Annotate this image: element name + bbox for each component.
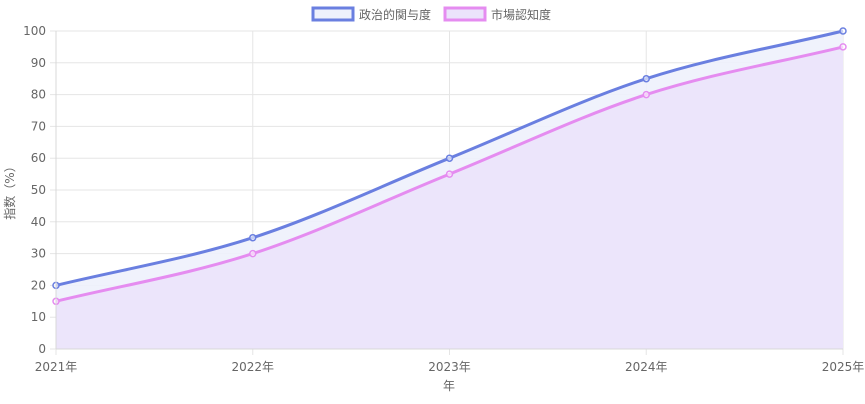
- legend-label: 政治的関与度: [359, 7, 431, 22]
- y-tick-label: 60: [31, 151, 46, 165]
- data-point[interactable]: [839, 27, 847, 35]
- y-tick-label: 10: [31, 310, 46, 324]
- x-tick-label: 2021年: [35, 360, 78, 374]
- y-tick-label: 70: [31, 119, 46, 133]
- data-point[interactable]: [642, 74, 650, 83]
- y-tick-label: 80: [31, 88, 46, 102]
- data-point[interactable]: [839, 43, 847, 51]
- x-axis-label: 年: [443, 379, 455, 393]
- legend-item-series-1[interactable]: 市場認知度: [443, 6, 551, 22]
- legend-label: 市場認知度: [491, 7, 551, 22]
- data-points: [52, 27, 847, 306]
- data-point[interactable]: [445, 170, 454, 178]
- y-tick-label: 30: [31, 247, 46, 261]
- y-tick-label: 100: [23, 24, 46, 38]
- x-tick-label: 2024年: [625, 360, 668, 374]
- data-point[interactable]: [249, 249, 257, 258]
- y-tick-label: 40: [31, 215, 46, 229]
- y-tick-label: 20: [31, 278, 46, 292]
- data-point[interactable]: [445, 154, 454, 162]
- axes: 0 10 20 30 40 50 60 70 80 90 100 2021年 2022年 2023年 202…: [23, 24, 864, 374]
- legend-item-series-0[interactable]: 政治的関与度: [311, 6, 431, 22]
- y-axis-label: 指数（%）: [2, 160, 17, 219]
- area-fill-series-1: [56, 46, 843, 350]
- area-fills: [56, 31, 843, 350]
- y-tick-label: 0: [38, 342, 46, 356]
- data-point[interactable]: [642, 90, 650, 99]
- x-tick-label: 2025年: [822, 360, 865, 374]
- legend-swatch: [311, 6, 355, 22]
- x-tick-label: 2023年: [428, 360, 471, 374]
- data-point[interactable]: [249, 233, 257, 242]
- legend-swatch: [443, 6, 487, 22]
- y-tick-label: 90: [31, 56, 46, 70]
- x-tick-label: 2022年: [231, 360, 274, 374]
- y-tick-label: 50: [31, 183, 46, 197]
- legend[interactable]: 政治的関与度 市場認知度: [311, 6, 551, 22]
